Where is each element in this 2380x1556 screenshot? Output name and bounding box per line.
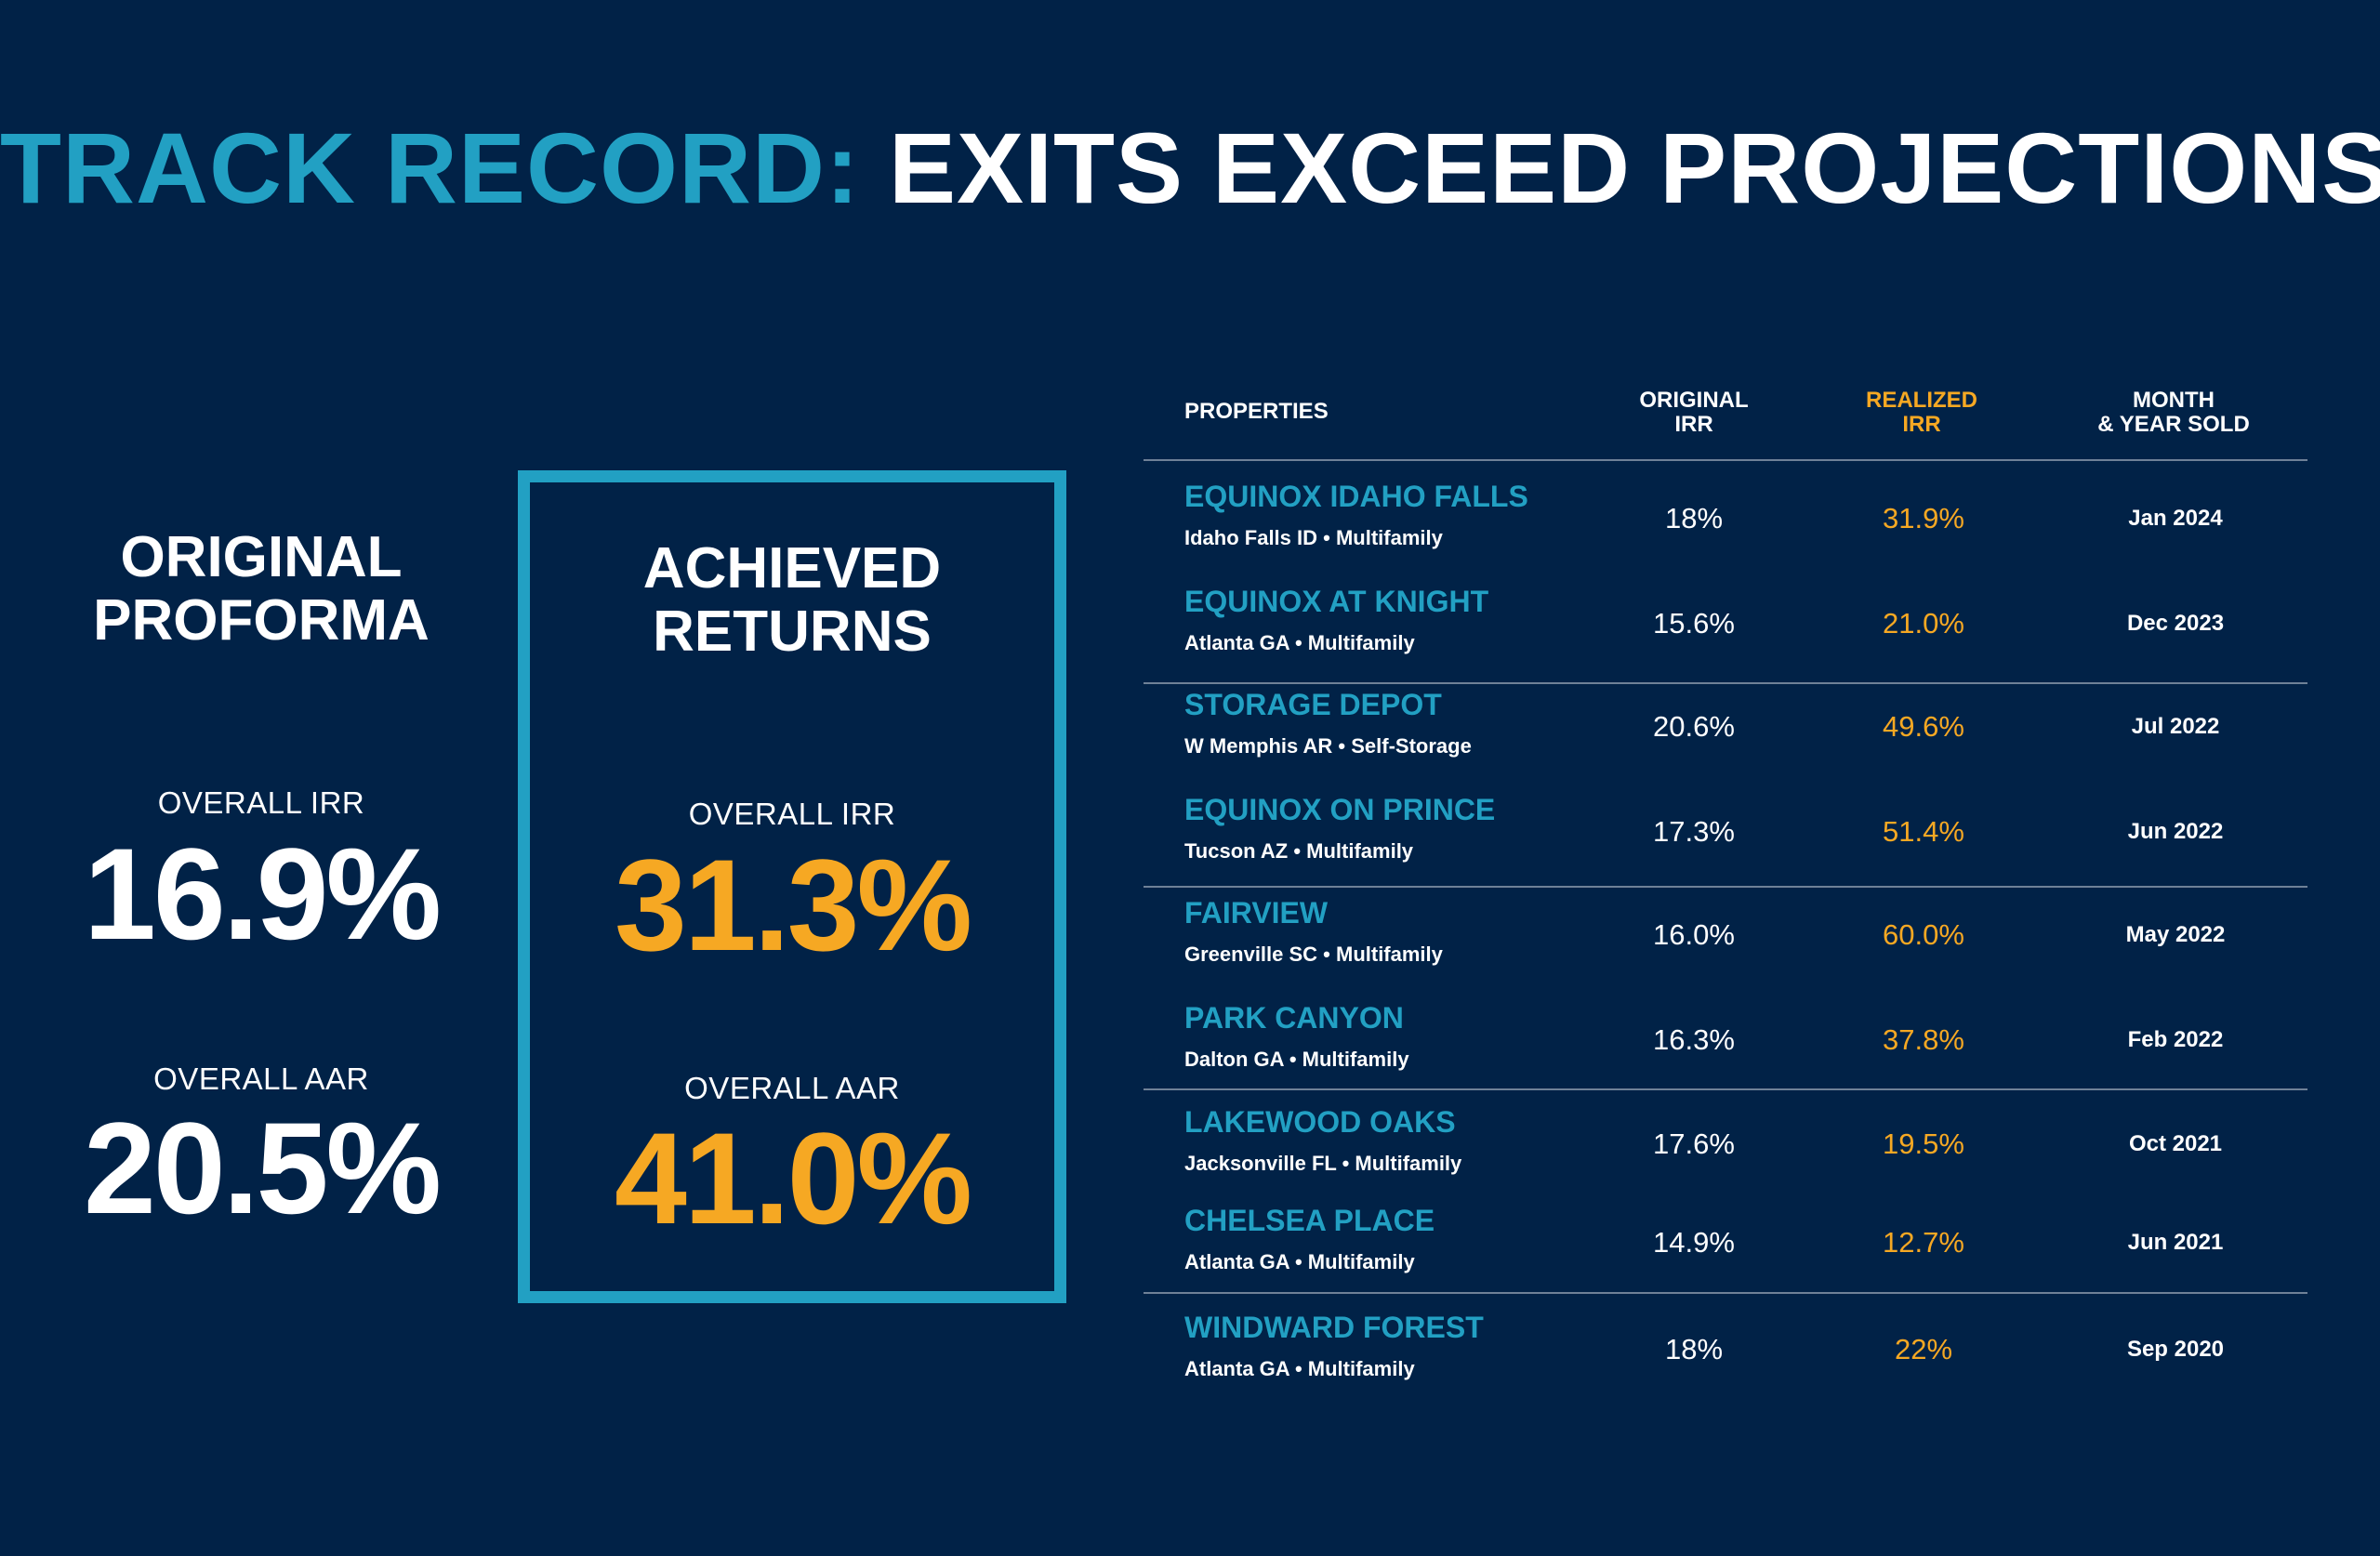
group-divider bbox=[1144, 682, 2307, 684]
achieved-aar-value: 41.0% bbox=[615, 1105, 972, 1251]
realized-irr: 31.9% bbox=[1883, 502, 1964, 534]
page-title: TRACK RECORD: EXITS EXCEED PROJECTIONS bbox=[0, 110, 2380, 226]
realized-irr: 60.0% bbox=[1883, 918, 1964, 951]
header-month-year-sold: MONTH & YEAR SOLD bbox=[2034, 389, 2313, 437]
original-irr: 20.6% bbox=[1653, 710, 1735, 743]
month-year-sold: Oct 2021 bbox=[2128, 1131, 2223, 1156]
original-irr: 17.3% bbox=[1653, 815, 1735, 848]
title-main: EXITS EXCEED PROJECTIONS bbox=[859, 112, 2380, 224]
group-divider bbox=[1144, 1088, 2307, 1090]
title-highlight: TRACK RECORD: bbox=[0, 112, 860, 224]
original-irr: 17.6% bbox=[1653, 1127, 1735, 1160]
month-year-sold: Jun 2021 bbox=[2127, 1230, 2224, 1255]
property-name: PARK CANYON bbox=[1184, 1001, 1404, 1035]
achieved-irr-value: 31.3% bbox=[615, 832, 972, 978]
realized-irr: 37.8% bbox=[1883, 1023, 1964, 1056]
property-name: FAIRVIEW bbox=[1184, 896, 1329, 930]
original-irr: 16.3% bbox=[1653, 1023, 1735, 1056]
realized-irr: 21.0% bbox=[1883, 607, 1964, 640]
header-original-l2: IRR bbox=[1674, 412, 1713, 437]
achieved-heading-line1: ACHIEVED bbox=[642, 536, 942, 600]
proforma-irr-value: 16.9% bbox=[84, 821, 442, 967]
achieved-aar-label: OVERALL AAR bbox=[684, 1071, 900, 1105]
property-location-type: Dalton GA • Multifamily bbox=[1184, 1048, 1409, 1071]
property-name: EQUINOX ON PRINCE bbox=[1184, 793, 1496, 826]
achieved-heading-line2: RETURNS bbox=[653, 600, 932, 664]
original-irr: 18% bbox=[1664, 502, 1724, 534]
property-name: WINDWARD FOREST bbox=[1184, 1311, 1484, 1344]
original-irr: 14.9% bbox=[1653, 1226, 1735, 1259]
realized-irr: 49.6% bbox=[1883, 710, 1964, 743]
month-year-sold: May 2022 bbox=[2125, 922, 2226, 947]
property-location-type: Idaho Falls ID • Multifamily bbox=[1184, 526, 1443, 549]
proforma-aar-value: 20.5% bbox=[84, 1095, 442, 1241]
property-location-type: Tucson AZ • Multifamily bbox=[1184, 839, 1414, 863]
property-location-type: Atlanta GA • Multifamily bbox=[1184, 631, 1415, 654]
month-year-sold: Jun 2022 bbox=[2127, 819, 2224, 844]
proforma-heading: ORIGINAL PROFORMA bbox=[56, 526, 467, 653]
month-year-sold: Feb 2022 bbox=[2127, 1027, 2224, 1052]
achieved-returns-box bbox=[518, 470, 1066, 1303]
realized-irr: 51.4% bbox=[1883, 815, 1964, 848]
property-name: LAKEWOOD OAKS bbox=[1184, 1105, 1456, 1139]
header-divider bbox=[1144, 459, 2307, 461]
header-realized-l2: IRR bbox=[1902, 412, 1941, 437]
property-location-type: W Memphis AR • Self-Storage bbox=[1184, 734, 1472, 758]
achieved-heading: ACHIEVED RETURNS bbox=[518, 537, 1066, 664]
property-name: EQUINOX IDAHO FALLS bbox=[1184, 480, 1528, 513]
property-name: STORAGE DEPOT bbox=[1184, 688, 1442, 721]
proforma-heading-line2: PROFORMA bbox=[93, 588, 430, 653]
month-year-sold: Sep 2020 bbox=[2126, 1337, 2225, 1362]
original-irr: 15.6% bbox=[1653, 607, 1735, 640]
property-location-type: Atlanta GA • Multifamily bbox=[1184, 1250, 1415, 1273]
realized-irr: 19.5% bbox=[1883, 1127, 1964, 1160]
month-year-sold: Jul 2022 bbox=[2131, 714, 2220, 739]
original-irr: 18% bbox=[1664, 1333, 1724, 1365]
realized-irr: 22% bbox=[1894, 1333, 1953, 1365]
proforma-heading-line1: ORIGINAL bbox=[120, 525, 403, 589]
original-irr: 16.0% bbox=[1653, 918, 1735, 951]
property-location-type: Atlanta GA • Multifamily bbox=[1184, 1357, 1415, 1380]
property-location-type: Jacksonville FL • Multifamily bbox=[1184, 1152, 1462, 1175]
realized-irr: 12.7% bbox=[1883, 1226, 1964, 1259]
month-year-sold: Jan 2024 bbox=[2128, 506, 2223, 531]
proforma-aar-label: OVERALL AAR bbox=[153, 1062, 369, 1096]
header-sold-l1: MONTH bbox=[2133, 388, 2215, 413]
group-divider bbox=[1144, 886, 2307, 888]
month-year-sold: Dec 2023 bbox=[2126, 611, 2225, 636]
achieved-irr-label: OVERALL IRR bbox=[688, 797, 896, 831]
header-realized-l1: REALIZED bbox=[1866, 388, 1977, 413]
header-sold-l2: & YEAR SOLD bbox=[2097, 412, 2250, 437]
header-properties: PROPERTIES bbox=[1184, 399, 1329, 424]
header-realized-irr: REALIZED IRR bbox=[1810, 389, 2033, 437]
proforma-irr-label: OVERALL IRR bbox=[157, 785, 365, 820]
group-divider bbox=[1144, 1292, 2307, 1294]
property-name: EQUINOX AT KNIGHT bbox=[1184, 585, 1489, 618]
header-original-irr: ORIGINAL IRR bbox=[1582, 389, 1805, 437]
property-location-type: Greenville SC • Multifamily bbox=[1184, 943, 1443, 966]
property-name: CHELSEA PLACE bbox=[1184, 1204, 1435, 1237]
header-original-l1: ORIGINAL bbox=[1639, 388, 1749, 413]
